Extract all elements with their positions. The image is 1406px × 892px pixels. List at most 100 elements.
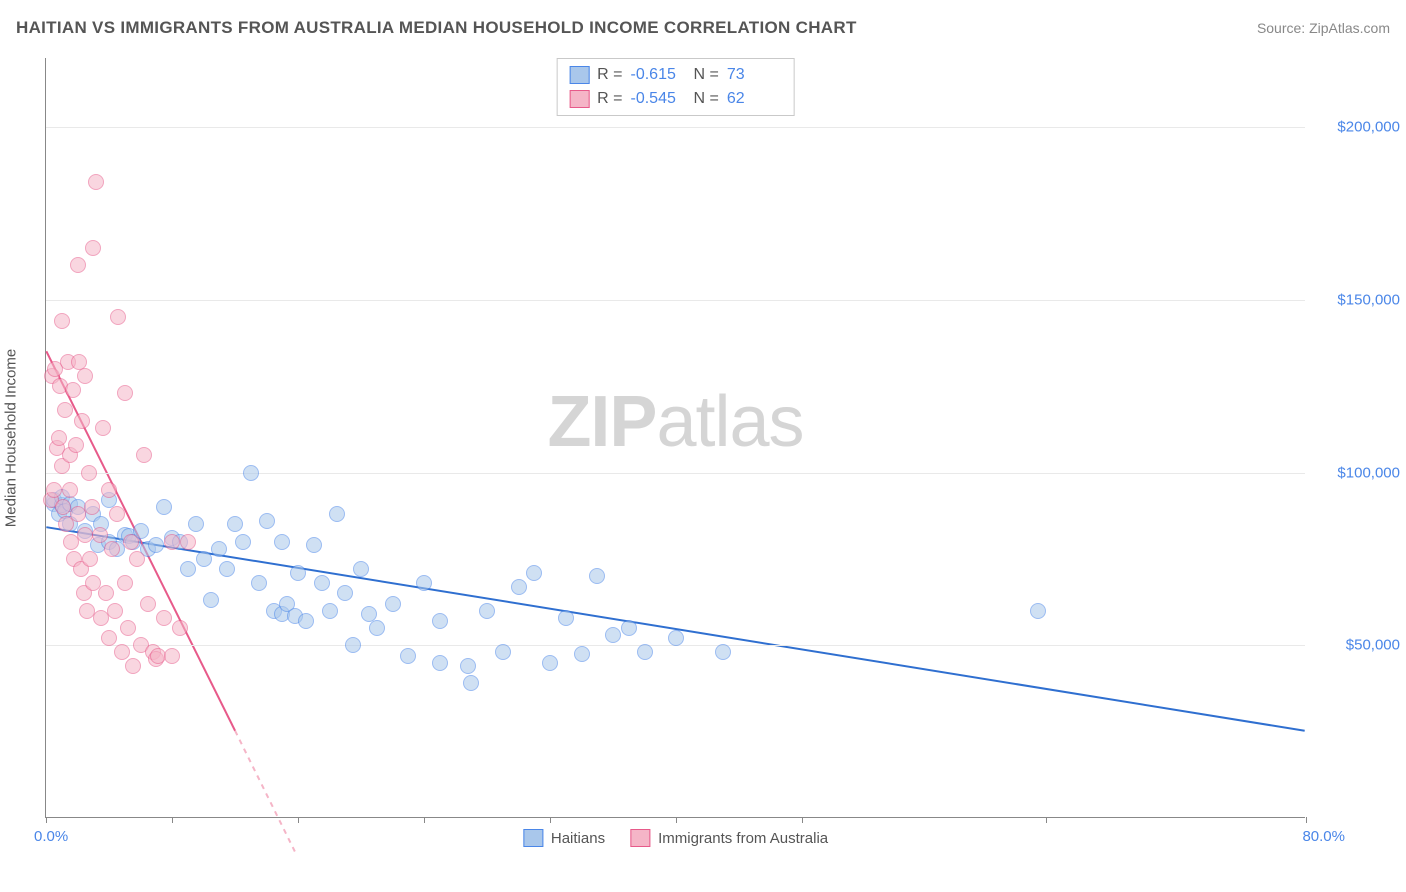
scatter-point [114, 644, 130, 660]
scatter-point [558, 610, 574, 626]
scatter-point [1030, 603, 1046, 619]
scatter-point [329, 506, 345, 522]
scatter-chart: Median Household Income ZIPatlas R = -0.… [45, 58, 1305, 818]
scatter-point [460, 658, 476, 674]
scatter-point [107, 603, 123, 619]
scatter-point [84, 499, 100, 515]
scatter-point [120, 620, 136, 636]
scatter-point [156, 610, 172, 626]
scatter-point [526, 565, 542, 581]
scatter-point [298, 613, 314, 629]
scatter-point [432, 655, 448, 671]
scatter-point [180, 534, 196, 550]
scatter-point [164, 648, 180, 664]
scatter-point [172, 620, 188, 636]
scatter-point [92, 527, 108, 543]
y-tick-label: $150,000 [1315, 291, 1400, 308]
chart-title: HAITIAN VS IMMIGRANTS FROM AUSTRALIA MED… [16, 18, 857, 38]
scatter-point [95, 420, 111, 436]
scatter-point [668, 630, 684, 646]
scatter-point [46, 482, 62, 498]
scatter-point [88, 174, 104, 190]
legend-item-haitians: Haitians [523, 829, 605, 847]
legend-swatch-australia [630, 829, 650, 847]
scatter-point [65, 382, 81, 398]
scatter-point [306, 537, 322, 553]
scatter-point [110, 309, 126, 325]
scatter-point [637, 644, 653, 660]
scatter-point [70, 257, 86, 273]
scatter-point [211, 541, 227, 557]
scatter-point [180, 561, 196, 577]
scatter-point [432, 613, 448, 629]
scatter-point [400, 648, 416, 664]
scatter-point [385, 596, 401, 612]
scatter-point [353, 561, 369, 577]
scatter-point [369, 620, 385, 636]
scatter-point [104, 541, 120, 557]
scatter-point [243, 465, 259, 481]
scatter-point [715, 644, 731, 660]
scatter-point [314, 575, 330, 591]
scatter-point [463, 675, 479, 691]
scatter-point [337, 585, 353, 601]
chart-legend: Haitians Immigrants from Australia [523, 829, 828, 847]
scatter-point [101, 482, 117, 498]
x-axis-min-label: 0.0% [34, 828, 68, 845]
scatter-point [148, 537, 164, 553]
swatch-haitians [569, 66, 589, 84]
x-tick-mark [298, 817, 299, 823]
scatter-point [54, 313, 70, 329]
x-tick-mark [46, 817, 47, 823]
scatter-point [479, 603, 495, 619]
scatter-point [589, 568, 605, 584]
source-attribution: Source: ZipAtlas.com [1257, 20, 1390, 36]
scatter-point [574, 646, 590, 662]
scatter-point [51, 430, 67, 446]
scatter-point [511, 579, 527, 595]
legend-item-australia: Immigrants from Australia [630, 829, 828, 847]
gridline [46, 300, 1305, 301]
scatter-point [251, 575, 267, 591]
scatter-point [542, 655, 558, 671]
scatter-point [156, 499, 172, 515]
scatter-point [129, 551, 145, 567]
scatter-point [188, 516, 204, 532]
x-tick-mark [802, 817, 803, 823]
scatter-point [74, 413, 90, 429]
x-tick-mark [424, 817, 425, 823]
scatter-point [77, 368, 93, 384]
x-axis-max-label: 80.0% [1302, 828, 1345, 845]
scatter-point [345, 637, 361, 653]
legend-swatch-haitians [523, 829, 543, 847]
gridline [46, 127, 1305, 128]
y-tick-label: $50,000 [1315, 637, 1400, 654]
scatter-point [219, 561, 235, 577]
x-tick-mark [1046, 817, 1047, 823]
scatter-point [203, 592, 219, 608]
scatter-point [117, 385, 133, 401]
chart-header: HAITIAN VS IMMIGRANTS FROM AUSTRALIA MED… [16, 18, 1390, 38]
scatter-point [117, 575, 133, 591]
correlation-stats-box: R = -0.615 N = 73 R = -0.545 N = 62 [556, 58, 795, 116]
scatter-point [196, 551, 212, 567]
x-tick-mark [550, 817, 551, 823]
scatter-point [57, 402, 73, 418]
stats-row-haitians: R = -0.615 N = 73 [569, 63, 782, 87]
y-tick-label: $100,000 [1315, 464, 1400, 481]
scatter-point [62, 482, 78, 498]
x-tick-mark [172, 817, 173, 823]
gridline [46, 473, 1305, 474]
scatter-point [322, 603, 338, 619]
x-tick-mark [676, 817, 677, 823]
scatter-point [81, 465, 97, 481]
scatter-point [235, 534, 251, 550]
stats-row-australia: R = -0.545 N = 62 [569, 87, 782, 111]
scatter-point [68, 437, 84, 453]
scatter-point [101, 630, 117, 646]
scatter-point [495, 644, 511, 660]
scatter-point [125, 658, 141, 674]
y-axis-label: Median Household Income [3, 348, 20, 526]
scatter-point [416, 575, 432, 591]
scatter-point [290, 565, 306, 581]
